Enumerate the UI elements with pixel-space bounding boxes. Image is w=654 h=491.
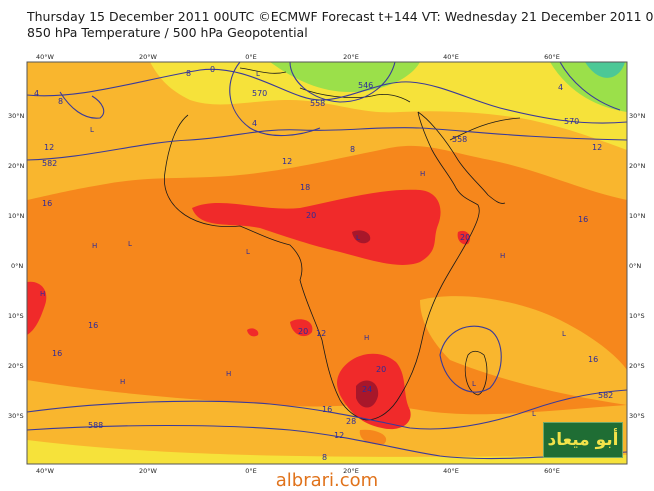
logo-text: أبو ميعاد [547, 430, 619, 450]
contour-label: 570 [252, 89, 267, 98]
lat-label: 20°S [8, 362, 24, 370]
lon-labels-top: 40°W 20°W 0°E 20°E 40°E 60°E [36, 53, 560, 61]
contour-label: 8 [350, 145, 355, 154]
contour-label: 16 [42, 199, 52, 208]
contour-label: 20 [306, 211, 316, 220]
lat-label: 10°S [629, 312, 645, 320]
contour-label: 12 [282, 157, 292, 166]
lon-labels-bottom: 40°W 20°W 0°E 20°E 40°E 60°E [36, 467, 560, 475]
lon-label: 60°E [544, 53, 560, 61]
lon-label: 40°W [36, 467, 55, 475]
pressure-center: L [356, 234, 360, 242]
site-footer[interactable]: albrari.com [275, 470, 379, 491]
lon-label: 20°W [139, 467, 158, 475]
contour-label: 16 [52, 349, 62, 358]
pressure-center: L [562, 330, 566, 338]
pressure-centers: L L H H H H H L L L L H H L L [40, 70, 566, 418]
contour-label: 588 [88, 421, 103, 430]
contour-label: 0 [210, 65, 215, 74]
contour-label: 16 [322, 405, 332, 414]
contour-label: 18 [300, 183, 310, 192]
pressure-center: L [472, 380, 476, 388]
contour-label: 12 [334, 431, 344, 440]
pressure-center: L [246, 248, 250, 256]
contour-label: 558 [452, 135, 467, 144]
contour-label: 16 [588, 355, 598, 364]
lon-label: 40°E [443, 467, 459, 475]
pressure-center: H [364, 334, 369, 342]
lon-label: 40°E [443, 53, 459, 61]
map-border [26, 61, 628, 465]
contour-label: 16 [88, 321, 98, 330]
temperature-field [27, 62, 627, 464]
lat-label: 10°N [8, 212, 25, 220]
contour-label: 8 [186, 69, 191, 78]
lon-label: 20°E [343, 53, 359, 61]
pressure-center: L [128, 240, 132, 248]
contour-label: 4 [558, 83, 563, 92]
map-title: Thursday 15 December 2011 00UTC ©ECMWF F… [27, 9, 654, 24]
lon-label: 40°W [36, 53, 55, 61]
contour-label: 12 [592, 143, 602, 152]
contour-label: 20 [460, 233, 470, 242]
contour-label: 20 [376, 365, 386, 374]
lon-label: 60°E [544, 467, 560, 475]
pressure-center: H [420, 170, 425, 178]
pressure-center: H [226, 370, 231, 378]
lon-label: 0°E [245, 53, 257, 61]
contour-label: 546 [358, 81, 373, 90]
pressure-center: H [40, 290, 45, 298]
lat-label: 20°S [629, 362, 645, 370]
contour-label: 8 [322, 453, 327, 462]
contour-label: 28 [346, 417, 356, 426]
map-subtitle: 850 hPa Temperature / 500 hPa Geopotenti… [27, 25, 308, 40]
lat-label: 30°S [629, 412, 645, 420]
pressure-center: L [256, 70, 260, 78]
contour-label: 582 [598, 391, 613, 400]
lat-label: 0°N [11, 262, 23, 270]
contour-label: 16 [578, 215, 588, 224]
lat-label: 20°N [8, 162, 25, 170]
pressure-center: H [92, 242, 97, 250]
lat-label: 30°N [8, 112, 25, 120]
lat-label: 30°N [629, 112, 646, 120]
contour-labels: 8 8 582 12 16 570 546 558 4 8 12 18 20 2… [34, 65, 613, 462]
contour-label: 4 [252, 119, 257, 128]
lat-label: 30°S [8, 412, 24, 420]
lon-label: 20°W [139, 53, 158, 61]
contour-label: 24 [362, 385, 372, 394]
pressure-center: H [120, 378, 125, 386]
contour-label: 12 [316, 329, 326, 338]
lat-labels-right: 30°N 20°N 10°N 0°N 10°S 20°S 30°S [629, 112, 646, 420]
watermark-logo: أبو ميعاد [543, 422, 623, 458]
coastlines [163, 67, 521, 421]
geopotential-contours [27, 62, 627, 460]
lat-labels-left: 30°N 20°N 10°N 0°N 10°S 20°S 30°S [8, 112, 25, 420]
lon-label: 20°E [343, 467, 359, 475]
lon-label: 0°E [245, 467, 257, 475]
contour-label: 12 [44, 143, 54, 152]
lat-label: 10°N [629, 212, 646, 220]
pressure-center: L [90, 126, 94, 134]
contour-label: 20 [298, 327, 308, 336]
contour-label: 570 [564, 117, 579, 126]
contour-label: 4 [34, 89, 39, 98]
contour-label: 558 [310, 99, 325, 108]
pressure-center: L [532, 410, 536, 418]
contour-label: 582 [42, 159, 57, 168]
lat-label: 10°S [8, 312, 24, 320]
contour-label: 8 [58, 97, 63, 106]
pressure-center: H [500, 252, 505, 260]
lat-label: 20°N [629, 162, 646, 170]
lat-label: 0°N [629, 262, 641, 270]
